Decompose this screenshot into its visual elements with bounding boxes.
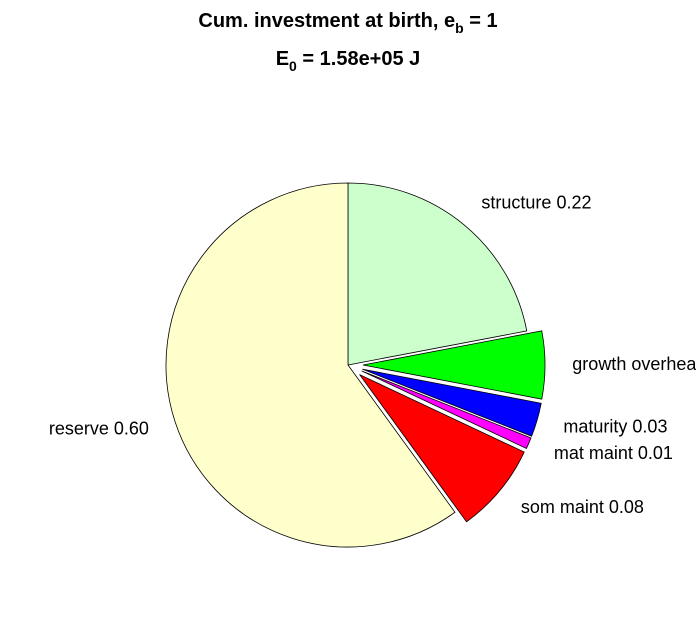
pie-slice bbox=[359, 374, 525, 523]
slice-label: reserve 0.60 bbox=[49, 418, 149, 438]
slice-label: structure 0.22 bbox=[481, 192, 591, 212]
pie: structure 0.22 growth overhead 0.06 maturi… bbox=[49, 182, 696, 548]
title-text: Cum. investment at birth, e bbox=[198, 10, 455, 32]
slice-value: 0.22 bbox=[556, 192, 591, 212]
subtitle-subscript: 0 bbox=[289, 58, 297, 74]
slice-label: growth overhead 0.06 bbox=[572, 354, 696, 374]
slice-value: 0.03 bbox=[632, 416, 667, 436]
slice-label: som maint 0.08 bbox=[521, 497, 644, 517]
title-suffix: = 1 bbox=[464, 10, 498, 32]
chart-title: Cum. investment at birth, eb = 1 bbox=[198, 10, 497, 36]
slice-value: 0.01 bbox=[638, 443, 673, 463]
slice-label: mat maint 0.01 bbox=[554, 443, 673, 463]
slice-value: 0.08 bbox=[609, 497, 644, 517]
pie-slice bbox=[361, 370, 532, 449]
pie-slice bbox=[362, 330, 546, 400]
title-subscript: b bbox=[455, 20, 464, 36]
pie-slice bbox=[362, 368, 542, 437]
subtitle-suffix: = 1.58e+05 J bbox=[297, 48, 420, 70]
slice-category: mat maint bbox=[554, 443, 633, 463]
slice-category: reserve bbox=[49, 418, 109, 438]
pie-slice bbox=[165, 182, 456, 548]
chart-subtitle: E0 = 1.58e+05 J bbox=[276, 48, 421, 74]
slice-category: maturity bbox=[563, 416, 627, 436]
slice-category: growth overhead bbox=[572, 354, 696, 374]
slice-value: 0.60 bbox=[114, 418, 149, 438]
pie-slice bbox=[347, 182, 528, 366]
subtitle-text: E bbox=[276, 48, 289, 70]
slice-category: som maint bbox=[521, 497, 604, 517]
slice-category: structure bbox=[481, 192, 551, 212]
slice-label: maturity 0.03 bbox=[563, 416, 667, 436]
